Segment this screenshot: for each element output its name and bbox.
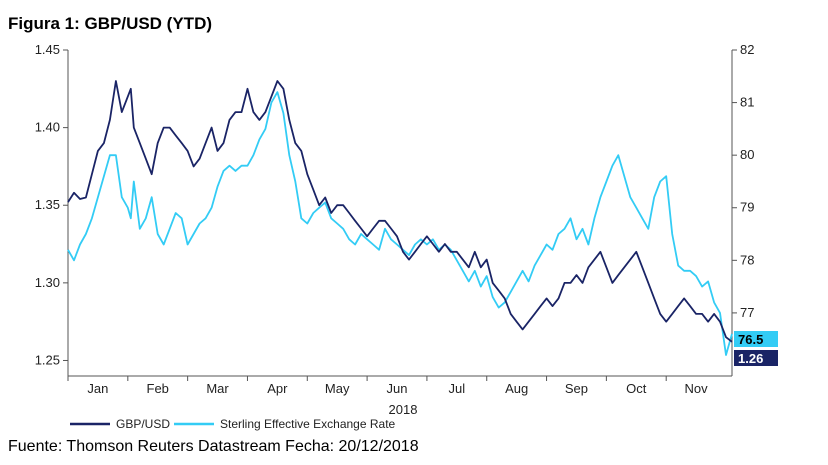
series-lines (67, 80, 733, 356)
x-tick-label: Nov (685, 381, 709, 396)
left-axis: 1.25 1.30 1.35 1.40 1.45 (35, 42, 68, 367)
left-tick-label: 1.40 (35, 120, 60, 135)
legend-entry: GBP/USD (116, 417, 170, 431)
x-tick-label: May (325, 381, 350, 396)
chart-title: Figura 1: GBP/USD (YTD) (8, 14, 213, 33)
series-line (67, 91, 733, 356)
x-axis-label: 2018 (389, 402, 418, 417)
end-value-labels: 1.26 76.5 (734, 331, 778, 366)
x-tick-label: Feb (147, 381, 169, 396)
right-tick-label: 77 (740, 305, 754, 320)
x-tick-label: Aug (505, 381, 528, 396)
x-tick-label: Oct (626, 381, 647, 396)
right-tick-label: 80 (740, 147, 754, 162)
x-axis: Jan Feb Mar Apr May Jun Jul Aug Sep Oct Nov (67, 376, 709, 396)
end-value-badge (734, 331, 778, 347)
right-tick-label: 81 (740, 95, 754, 110)
legend-entry: Sterling Effective Exchange Rate (220, 417, 396, 431)
x-tick-label: Jul (449, 381, 466, 396)
source-note: Fuente: Thomson Reuters Datastream Fecha… (8, 438, 419, 455)
left-tick-label: 1.25 (35, 352, 60, 367)
plot-frame (67, 50, 733, 377)
end-value-text: 1.26 (738, 351, 763, 366)
x-tick-label: Mar (206, 381, 229, 396)
x-tick-label: Jan (87, 381, 108, 396)
x-tick-label: Apr (267, 381, 288, 396)
series-line (67, 80, 733, 343)
end-value-badge (734, 350, 778, 366)
right-axis: 77 78 79 80 81 82 (732, 42, 754, 320)
left-tick-label: 1.45 (35, 42, 60, 57)
right-tick-label: 82 (740, 42, 754, 57)
end-value-text: 76.5 (738, 332, 763, 347)
legend: GBP/USD Sterling Effective Exchange Rate (70, 417, 396, 431)
x-tick-label: Jun (387, 381, 408, 396)
left-tick-label: 1.30 (35, 275, 60, 290)
right-tick-label: 79 (740, 200, 754, 215)
x-tick-label: Sep (565, 381, 588, 396)
right-tick-label: 78 (740, 252, 754, 267)
left-tick-label: 1.35 (35, 197, 60, 212)
